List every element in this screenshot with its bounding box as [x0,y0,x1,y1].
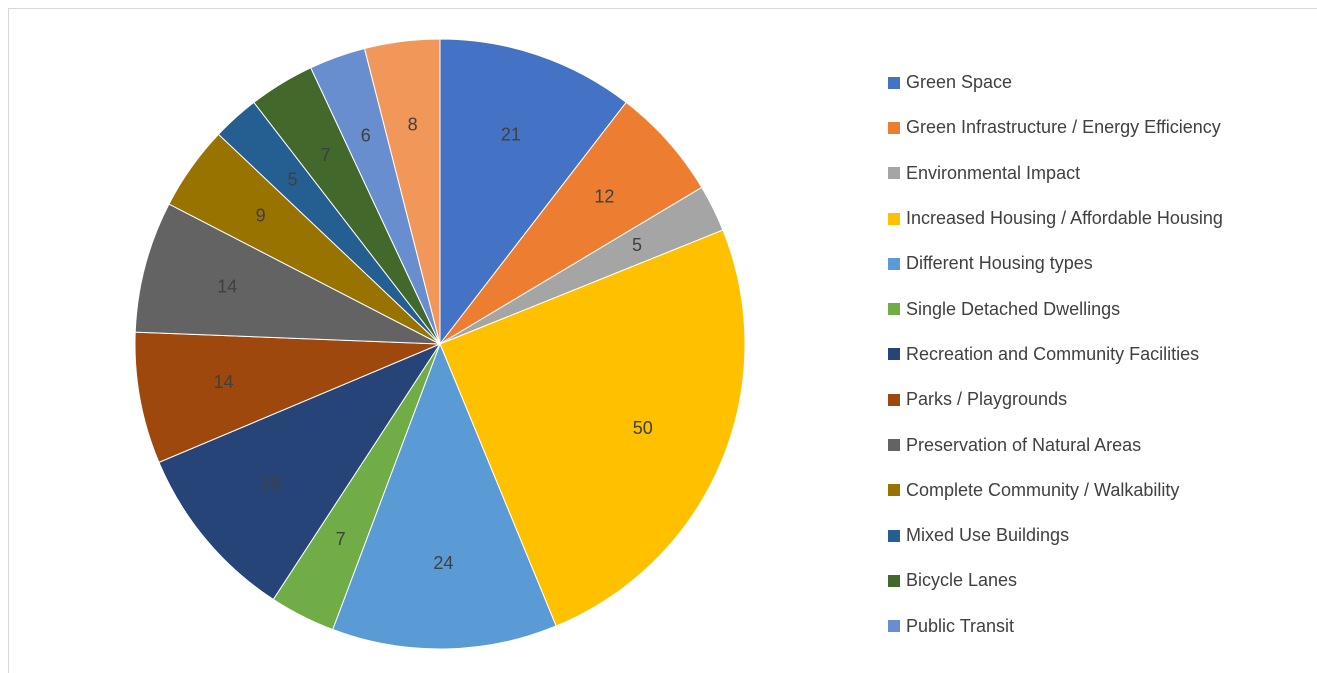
pie-slice-13 [363,38,441,345]
data-label-9: 9 [256,205,266,225]
legend-swatch [888,167,900,180]
data-label-5: 7 [336,529,346,549]
legend-item: Environmental Impact [888,151,1223,196]
pie-slice-7 [134,331,441,464]
legend-swatch [888,257,900,270]
data-label-11: 7 [321,145,331,165]
legend-swatch [888,121,900,134]
legend-label: Different Housing types [906,253,1093,274]
legend-item: Green Infrastructure / Energy Efficiency [888,105,1223,150]
legend-swatch [888,620,900,633]
legend-item: Single Detached Dwellings [888,286,1223,331]
legend-label: Single Detached Dwellings [906,298,1121,319]
legend-item: Recreation and Community Facilities [888,332,1223,377]
legend-item: Parks / Playgrounds [888,377,1223,422]
legend-swatch [888,303,900,316]
data-label-7: 14 [213,372,233,392]
legend-label: Parks / Playgrounds [906,389,1068,410]
data-label-10: 5 [287,169,297,189]
legend-swatch [888,484,900,497]
legend: Green Space Green Infrastructure / Energy… [888,60,1223,649]
data-label-3: 50 [633,418,653,438]
data-label-12: 6 [361,126,371,146]
legend-swatch [888,529,900,542]
legend-item: Complete Community / Walkability [888,468,1223,513]
legend-swatch [888,574,900,587]
legend-item: Mixed Use Buildings [888,513,1223,558]
legend-item: Bicycle Lanes [888,558,1223,603]
legend-label: Green Infrastructure / Energy Efficiency [906,117,1221,138]
legend-item: Green Space [888,60,1223,105]
data-label-2: 5 [632,235,642,255]
legend-label: Bicycle Lanes [906,570,1018,591]
legend-item: Public Transit [888,604,1223,649]
legend-item: Preservation of Natural Areas [888,422,1223,467]
legend-label: Increased Housing / Affordable Housing [906,208,1223,229]
legend-swatch [888,348,900,361]
legend-item: Different Housing types [888,241,1223,286]
data-label-13: 8 [408,114,418,134]
legend-swatch [888,393,900,406]
pie-slice-6 [158,342,442,601]
chart-frame [8,8,1317,673]
data-label-8: 14 [217,277,237,297]
pie-slice-0 [439,38,627,346]
pie-chart: 21 12 5 50 24 7 19 14 14 9 5 7 6 8 [134,38,746,650]
pie-slice-3 [439,229,746,627]
legend-swatch [888,439,900,452]
data-label-6: 19 [261,474,281,494]
legend-label: Mixed Use Buildings [906,525,1070,546]
legend-swatch [888,76,900,89]
data-label-4: 24 [433,553,453,573]
legend-label: Green Space [906,72,1013,93]
legend-swatch [888,212,900,225]
legend-label: Public Transit [906,615,1015,636]
legend-label: Preservation of Natural Areas [906,434,1142,455]
data-label-1: 12 [594,187,614,207]
legend-label: Environmental Impact [906,162,1081,183]
legend-label: Complete Community / Walkability [906,479,1180,500]
legend-label: Recreation and Community Facilities [906,343,1200,364]
data-label-0: 21 [501,124,521,144]
legend-item: Increased Housing / Affordable Housing [888,196,1223,241]
pie-slice-4 [332,342,557,650]
pie-slice-8 [134,203,441,345]
